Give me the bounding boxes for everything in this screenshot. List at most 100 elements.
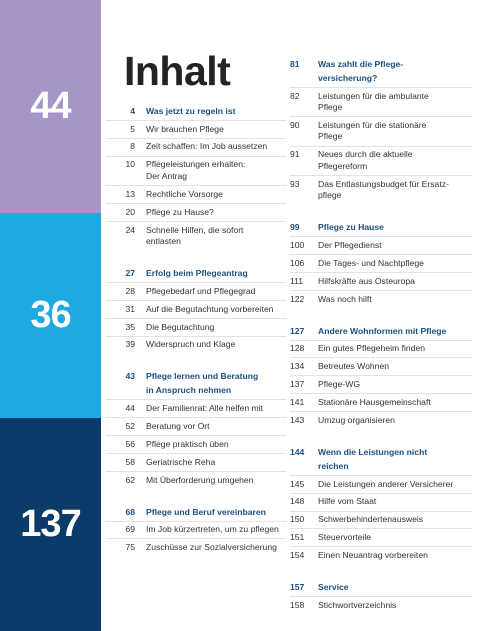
page-number: 128 (290, 343, 305, 354)
entry-line: Pflege (318, 102, 343, 113)
entry-text: Service (318, 580, 349, 594)
page-number: 134 (290, 361, 305, 372)
entry-text: Wenn die Leistungen nicht reichen (318, 445, 427, 473)
entry-text: Die Tages- und Nachtpflege (318, 258, 424, 270)
toc-entry: 128 Ein gutes Pflegeheim finden (290, 339, 472, 358)
page-number: 93 (290, 178, 300, 189)
page-number: 27 (125, 267, 135, 278)
page-number: 137 (290, 379, 305, 390)
entry-line: Die Leistungen anderer Versicherer (318, 478, 454, 489)
entry-line: Hilfe vom Staat (318, 496, 377, 507)
entry-line: Zuschüsse zur Sozialversicherung (146, 542, 277, 553)
entry-text: Wir brauchen Pflege (146, 124, 224, 136)
entry-text: Stationäre Hausgemeinschaft (318, 397, 431, 409)
entry-line: Die Tages- und Nachtpflege (318, 257, 424, 268)
toc-column: 81 Was zahlt die Pflege-versicherung? 82 Le… (290, 54, 472, 627)
entry-text: Zuschüsse zur Sozialversicherung (146, 542, 277, 554)
page-number: 5 (130, 123, 135, 134)
entry-line: Im Job kürzertreten, um zu pflegen (146, 524, 279, 535)
section-heading: 144 Wenn die Leistungen nicht reichen (290, 442, 472, 475)
entry-text: Was noch hilft (318, 294, 372, 306)
toc-entry: 20 Pflege zu Hause? (106, 202, 286, 221)
page-number: 62 (125, 474, 135, 485)
entry-text: Pflege zu Hause? (146, 207, 214, 219)
toc-section: 127 Andere Wohnformen mit Pflege 128 Ein gu… (290, 321, 472, 429)
page-number: 122 (290, 293, 305, 304)
toc-section: 4 Was jetzt zu regeln ist 5 Wir brauchen Pf… (106, 101, 286, 250)
section-heading: 43 Pflege lernen und Beratung in Anspruch … (106, 367, 286, 400)
entry-line: Der Pflegedienst (318, 239, 382, 250)
page-number: 141 (290, 396, 305, 407)
entry-text: Widerspruch und Klage (146, 339, 235, 351)
entry-text: Stichwortverzeichnis (318, 600, 396, 612)
entry-text: Mit Überforderung umgehen (146, 475, 253, 487)
entry-line: in Anspruch nehmen (146, 385, 232, 396)
entry-line: Leistungen für die ambulante (318, 90, 429, 101)
page-number: 39 (125, 339, 135, 350)
entry-text: Pflege praktisch üben (146, 439, 229, 451)
toc-entry: 93 Das Entlastungsbudget für Ersatz-pfleg… (290, 174, 472, 204)
toc-entry: 141 Stationäre Hausgemeinschaft (290, 393, 472, 411)
toc-column: 4 Was jetzt zu regeln ist 5 Wir brauchen Pf… (106, 101, 286, 569)
section-heading: 81 Was zahlt die Pflege-versicherung? (290, 54, 472, 87)
toc-entry: 8 Zeit schaffen: Im Job aussetzen (106, 137, 286, 156)
entry-text: Pflegeleistungen erhalten: Der Antrag (146, 159, 245, 182)
toc-entry: 154 Einen Neuantrag vorbereiten (290, 546, 472, 564)
entry-line: Pflege zu Hause (318, 222, 384, 233)
entry-line: Das Entlastungsbudget für Ersatz- (318, 178, 449, 189)
sidebar-block: 36 (0, 213, 101, 418)
entry-line: Leistungen für die stationäre (318, 119, 427, 130)
entry-line: Pflegebedarf und Pflegegrad (146, 285, 256, 296)
page-number: 81 (290, 58, 300, 69)
toc-entry: 90 Leistungen für die stationäre Pflege (290, 116, 472, 145)
entry-text: Die Leistungen anderer Versicherer (318, 479, 453, 491)
entry-text: Ein gutes Pflegeheim finden (318, 343, 425, 355)
entry-line: Was zahlt die Pflege- (318, 58, 404, 69)
toc-entry: 35 Die Begutachtung (106, 317, 286, 336)
entry-line: Was noch hilft (318, 293, 372, 304)
entry-line: Die Begutachtung (146, 321, 215, 332)
page-number: 158 (290, 599, 305, 610)
entry-line: versicherung? (318, 72, 378, 83)
toc-entry: 151 Steuervorteile (290, 528, 472, 546)
page-number: 52 (125, 420, 135, 431)
toc-entry: 52 Beratung vor Ort (106, 417, 286, 435)
toc-section: 68 Pflege und Beruf vereinbaren 69 Im Job k… (106, 502, 286, 557)
entry-line: Der Antrag (146, 170, 188, 181)
entry-text: Neues durch die aktuelle Pflegereform (318, 149, 413, 172)
entry-text: Schnelle Hilfen, die sofort entlasten (146, 225, 243, 248)
entry-line: Ein gutes Pflegeheim finden (318, 343, 426, 354)
page-number: 145 (290, 478, 305, 489)
entry-text: Der Familienrat: Alle helfen mit (146, 403, 263, 415)
entry-text: Pflege-WG (318, 379, 360, 391)
toc-entry: 122 Was noch hilft (290, 289, 472, 308)
toc-entry: 106 Die Tages- und Nachtpflege (290, 254, 472, 272)
toc-section: 81 Was zahlt die Pflege-versicherung? 82 Le… (290, 54, 472, 204)
page-number: 56 (125, 438, 135, 449)
toc-entry: 150 Schwerbehindertenausweis (290, 510, 472, 529)
entry-line: Auf die Begutachtung vorbereiten (146, 303, 274, 314)
entry-line: Pflegeleistungen erhalten: (146, 159, 246, 170)
entry-line: Betreutes Wohnen (318, 361, 390, 372)
page-number: 24 (125, 224, 135, 235)
page-number: 157 (290, 582, 305, 593)
entry-text: Im Job kürzertreten, um zu pflegen (146, 524, 279, 536)
entry-line: Pflege praktisch üben (146, 438, 229, 449)
entry-line: Pflege lernen und Beratung (146, 371, 259, 382)
entry-line: Erfolg beim Pflegeantrag (146, 267, 248, 278)
entry-line: reichen (318, 460, 349, 471)
entry-text: Pflege und Beruf vereinbaren (146, 505, 266, 519)
entry-text: Die Begutachtung (146, 322, 214, 334)
entry-text: Auf die Begutachtung vorbereiten (146, 304, 274, 316)
page-number: 154 (290, 550, 305, 561)
entry-text: Betreutes Wohnen (318, 361, 389, 373)
page-number: 82 (290, 90, 300, 101)
toc-entry: 145 Die Leistungen anderer Versicherer (290, 474, 472, 493)
page-number: 31 (125, 303, 135, 314)
entry-line: Rechtliche Vorsorge (146, 188, 223, 199)
toc-entry: 137 Pflege-WG (290, 375, 472, 393)
toc-entry: 39 Widerspruch und Klage (106, 335, 286, 354)
entry-line: Wir brauchen Pflege (146, 123, 224, 134)
entry-text: Zeit schaffen: Im Job aussetzen (146, 141, 267, 153)
